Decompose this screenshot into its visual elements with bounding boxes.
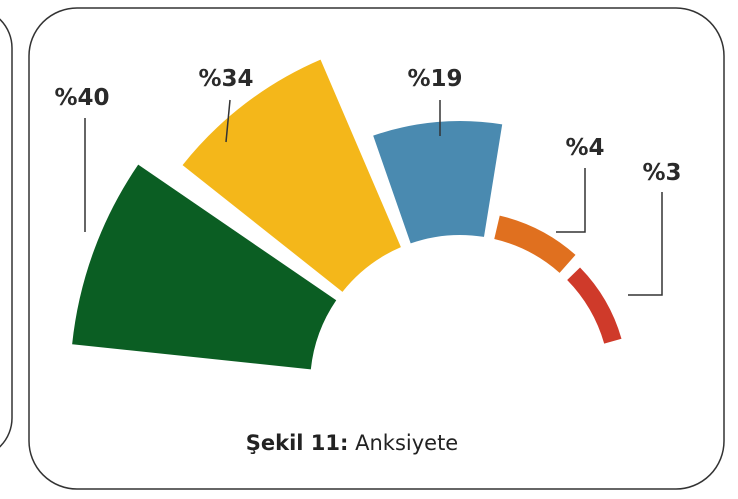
side-panel-border xyxy=(0,18,13,448)
value-label: %40 xyxy=(54,85,109,111)
sector xyxy=(72,164,337,370)
sector xyxy=(373,120,503,244)
value-label: %3 xyxy=(642,160,681,186)
sector xyxy=(494,215,576,273)
sector xyxy=(567,267,622,344)
chart-title: Anksiyete xyxy=(355,431,458,455)
value-label: %4 xyxy=(565,135,604,161)
leader-line xyxy=(628,192,663,296)
leader-line xyxy=(225,99,231,143)
value-label: %34 xyxy=(198,66,253,92)
figure-label: Şekil 11: xyxy=(246,431,349,455)
caption: Şekil 11: Anksiyete xyxy=(246,431,458,455)
value-label: %19 xyxy=(407,66,462,92)
panel-border xyxy=(28,7,725,490)
leader-line xyxy=(556,168,586,233)
sector xyxy=(182,59,401,292)
